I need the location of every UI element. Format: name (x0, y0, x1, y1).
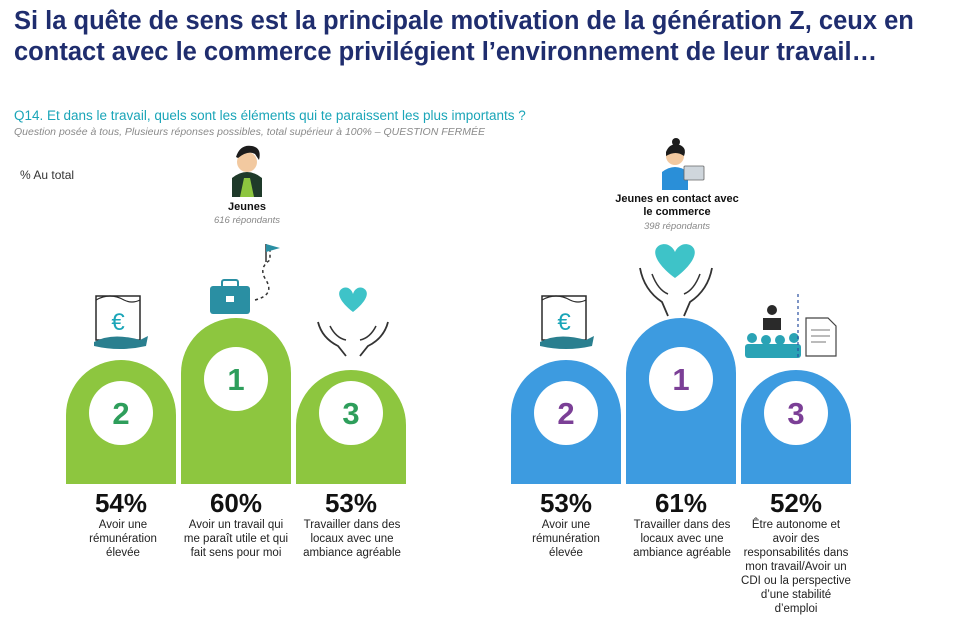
category-label: Avoir une rémunération élevée (89, 519, 157, 559)
briefcase-flag-icon (210, 244, 280, 314)
category-label: Avoir un travail qui me paraît utile et … (183, 519, 289, 559)
team-document-icon (745, 294, 837, 360)
rank-circle (649, 347, 713, 411)
value-label: 54% (94, 488, 148, 518)
rank-circle (89, 381, 153, 445)
rank-label: 2 (557, 396, 574, 431)
rank-label: 2 (112, 396, 129, 431)
group-label-commerce: Jeunes en contact avec le commerce (615, 193, 739, 218)
rank-label: 3 (342, 396, 359, 431)
base-label: % Au total (20, 168, 75, 182)
person-laptop-icon (662, 138, 705, 190)
euro-money-icon: € (540, 295, 594, 349)
value-label: 53% (324, 488, 378, 518)
value-label: 53% (539, 488, 593, 518)
category-label: Avoir une rémunération élevée (532, 519, 600, 559)
svg-text:€: € (111, 309, 125, 336)
euro-money-icon: € (94, 295, 148, 349)
rank-circle (534, 381, 598, 445)
question-text: Q14. Et dans le travail, quels sont les … (14, 108, 526, 123)
value-label: 52% (769, 488, 823, 518)
young-person-icon (232, 145, 262, 197)
svg-text:€: € (557, 309, 571, 336)
rank-circle (764, 381, 828, 445)
heart-hands-icon (639, 244, 713, 317)
rank-label: 1 (227, 362, 244, 397)
rank-circle (204, 347, 268, 411)
heart-hands-icon (317, 287, 389, 357)
value-label: 60% (209, 488, 263, 518)
rank-label: 1 (672, 362, 689, 397)
page-title: Si la quête de sens est la principale mo… (14, 7, 914, 66)
question-note: Question posée à tous, Plusieurs réponse… (14, 126, 485, 138)
group-label-jeunes: Jeunes (228, 201, 266, 213)
rank-circle (319, 381, 383, 445)
category-label: Travailler dans des locaux avec une ambi… (303, 519, 401, 559)
group-respondents-jeunes: 616 répondants (213, 215, 281, 226)
group-respondents-commerce: 398 répondants (643, 221, 711, 232)
category-label: Être autonome et avoir des responsabilit… (741, 519, 851, 615)
category-label: Travailler dans des locaux avec une ambi… (633, 519, 731, 559)
rank-label: 3 (787, 396, 804, 431)
value-label: 61% (654, 488, 708, 518)
podium-bars: 2 1 3 2 1 3 (66, 318, 851, 484)
